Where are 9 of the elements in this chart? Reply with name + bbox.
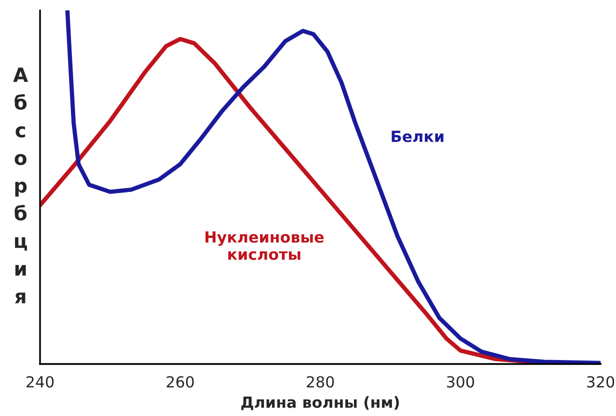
series-label: Нуклеиновые кислоты [206, 231, 324, 260]
x-tick-label: 320 [587, 376, 614, 388]
x-tick-label: 280 [306, 376, 334, 388]
x-tick-label: 240 [26, 376, 54, 388]
x-axis-title: Длина волны (нм) [241, 396, 399, 410]
text: Абсорбция [13, 68, 28, 304]
x-tick-label: 260 [166, 376, 194, 388]
x-tick-label: 300 [447, 376, 474, 388]
series-label: Белки [392, 130, 444, 142]
